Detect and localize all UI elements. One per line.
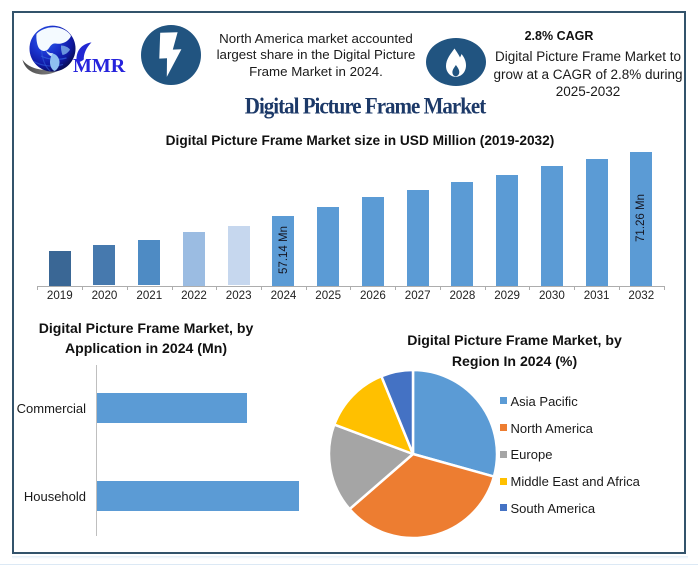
svg-text:MMR: MMR bbox=[73, 55, 126, 77]
